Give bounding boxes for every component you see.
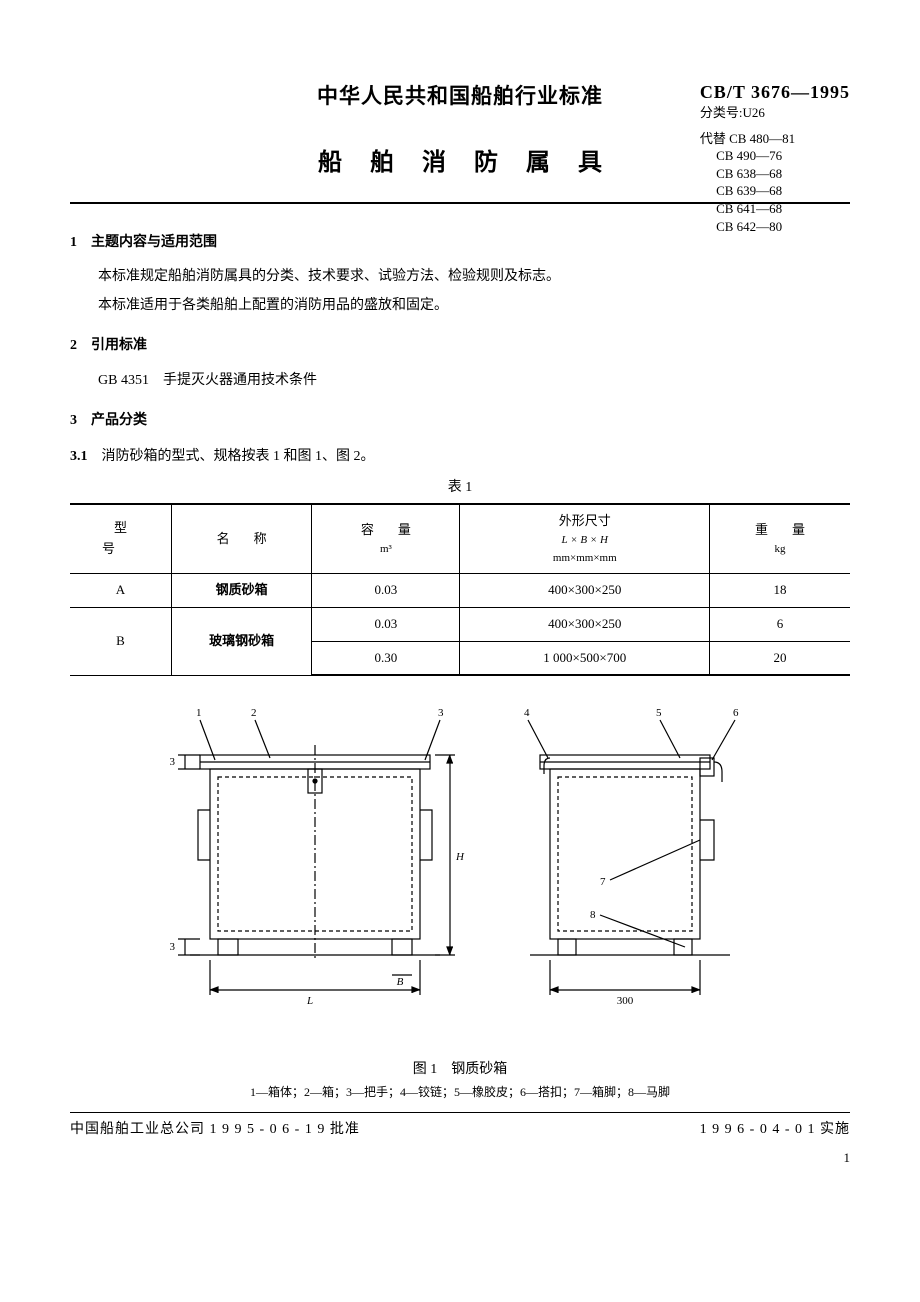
section-3-heading: 3 产品分类 [70,410,850,432]
cell-b1-cap: 0.03 [312,607,460,641]
figure-1-svg: L H 3 3 B 300 1 2 3 4 5 6 7 8 [140,700,780,1040]
header-meta: CB/T 3676—1995 分类号:U26 代替 CB 480—81 CB 4… [700,80,850,235]
subsection-3-1-text: 消防砂箱的型式、规格按表 1 和图 1、图 2。 [88,449,375,464]
classification-value: U26 [742,105,764,120]
table-row: B 玻璃钢砂箱 0.03 400×300×250 6 [70,607,850,641]
table-1-caption: 表 1 [70,477,850,499]
classification-label: 分类号: [700,105,743,120]
dim-300: 300 [617,995,634,1007]
th-weight: 重量 [731,522,829,537]
replace-line-3: CB 639—68 [700,182,850,200]
th-dim-unit: mm×mm×mm [464,550,705,568]
footer-rule [70,1112,850,1113]
cell-a-dim: 400×300×250 [460,574,710,608]
section-1-para-2: 本标准适用于各类船舶上配置的消防用品的盛放和固定。 [98,295,850,317]
th-capacity: 容量 [337,522,435,537]
cell-b2-wt: 20 [710,641,850,675]
subsection-3-1-num: 3.1 [70,449,88,464]
section-1-para-1: 本标准规定船舶消防属具的分类、技术要求、试验方法、检验规则及标志。 [98,266,850,288]
figure-1-caption: 图 1 钢质砂箱 [70,1059,850,1081]
replace-line-2: CB 638—68 [700,165,850,183]
dim-L: L [306,995,313,1007]
dim-H: H [455,851,465,863]
replaces-block: 代替 CB 480—81 CB 490—76 CB 638—68 CB 639—… [700,130,850,235]
cell-a-name: 钢质砂箱 [171,574,311,608]
callout-2: 2 [251,707,257,719]
replace-line-5: CB 642—80 [700,218,850,236]
table-row: A 钢质砂箱 0.03 400×300×250 18 [70,574,850,608]
replace-line-0: 代替 CB 480—81 [700,130,850,148]
callout-4: 4 [524,707,530,719]
callout-1: 1 [196,707,202,719]
callout-3: 3 [438,707,444,719]
replace-line-1: CB 490—76 [700,147,850,165]
th-weight-unit: kg [714,541,846,559]
dim-B: B [397,976,404,988]
footer-row: 中国船舶工业总公司 1 9 9 5 - 0 6 - 1 9 批准 1 9 9 6… [70,1119,850,1141]
cell-b2-dim: 1 000×500×700 [460,641,710,675]
replace-label: 代替 [700,131,726,146]
footer-approval: 中国船舶工业总公司 1 9 9 5 - 0 6 - 1 9 批准 [70,1119,360,1141]
figure-1: L H 3 3 B 300 1 2 3 4 5 6 7 8 [140,700,780,1048]
footer-effective: 1 9 9 6 - 0 4 - 0 1 实施 [700,1119,850,1141]
standard-number: CB/T 3676—1995 [700,80,850,104]
cell-b-model: B [70,607,171,675]
th-name: 名称 [193,531,291,546]
header-block: 中华人民共和国船舶行业标准 船舶消防属具 CB/T 3676—1995 分类号:… [70,80,850,182]
page-number: 1 [70,1148,850,1169]
subsection-3-1: 3.1 消防砂箱的型式、规格按表 1 和图 1、图 2。 [70,446,850,468]
dim-3a: 3 [170,756,176,768]
cell-b1-dim: 400×300×250 [460,607,710,641]
section-2-heading: 2 引用标准 [70,335,850,357]
cell-a-cap: 0.03 [312,574,460,608]
table-row: 型号 名称 容量 m³ 外形尺寸 L × B × H mm×mm×mm 重量 k… [70,504,850,573]
th-capacity-unit: m³ [316,541,455,559]
cell-a-model: A [70,574,171,608]
cell-b2-cap: 0.30 [312,641,460,675]
table-1: 型号 名称 容量 m³ 外形尺寸 L × B × H mm×mm×mm 重量 k… [70,503,850,676]
cell-b-name: 玻璃钢砂箱 [171,607,311,675]
th-dim-mid: L × B × H [464,532,705,550]
callout-8: 8 [590,909,596,921]
replace-line-4: CB 641—68 [700,200,850,218]
callout-6: 6 [733,707,739,719]
cell-b1-wt: 6 [710,607,850,641]
th-dim: 外形尺寸 [559,513,611,528]
th-model: 型号 [90,520,151,556]
section-2-para-1: GB 4351 手提灭火器通用技术条件 [98,370,850,392]
figure-1-legend: 1—箱体；2—箱；3—把手；4—铰链；5—橡胶皮；6—搭扣；7—箱脚；8—马脚 [70,1083,850,1102]
cell-a-wt: 18 [710,574,850,608]
classification: 分类号:U26 [700,104,850,122]
dim-3b: 3 [170,941,176,953]
callout-5: 5 [656,707,662,719]
section-1-heading: 1 主题内容与适用范围 [70,232,850,254]
callout-7: 7 [600,876,606,888]
